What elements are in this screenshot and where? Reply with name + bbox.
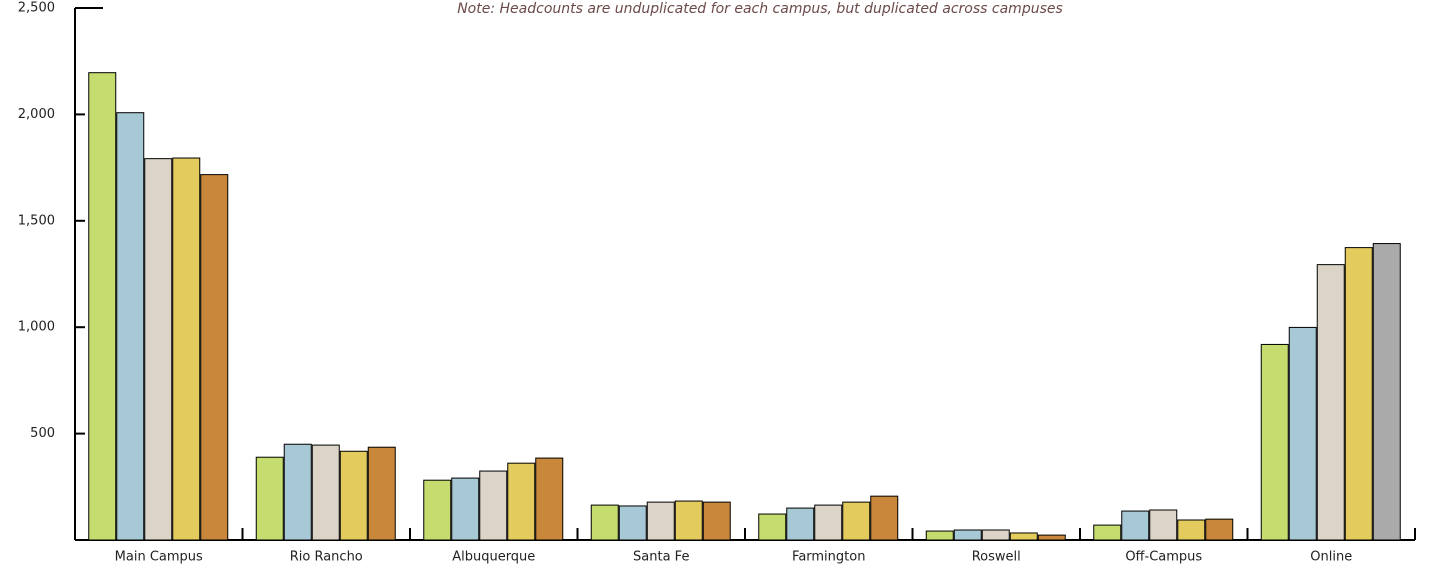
bar — [870, 495, 899, 541]
y-tick-label: 2,500 — [18, 1, 55, 16]
bar — [479, 470, 508, 541]
bar — [1177, 519, 1206, 541]
x-tick-label: Online — [1310, 550, 1352, 565]
x-tick-label: Albuquerque — [452, 550, 535, 565]
annotation: Note: Headcounts are unduplicated for ea… — [457, 1, 1063, 17]
bar — [925, 530, 954, 541]
bar — [590, 504, 619, 541]
bar — [646, 501, 675, 541]
x-tick-label: Main Campus — [115, 550, 203, 565]
x-tick-label: Rio Rancho — [290, 550, 363, 565]
bar — [786, 507, 815, 541]
bar — [758, 513, 787, 541]
bar — [172, 157, 201, 541]
bar — [981, 529, 1010, 541]
bar — [1344, 247, 1373, 541]
bar — [674, 500, 703, 541]
bar — [339, 450, 368, 541]
bar — [88, 72, 117, 541]
bar — [1009, 532, 1038, 541]
bar — [200, 174, 229, 541]
bar — [1093, 524, 1122, 541]
y-tick-label: 1,000 — [18, 320, 55, 335]
x-tick-label: Off-Campus — [1125, 550, 1202, 565]
y-tick-label: 500 — [30, 426, 55, 441]
bar — [507, 462, 536, 541]
bar — [1037, 534, 1066, 541]
bar — [116, 112, 145, 541]
bar — [702, 501, 731, 541]
y-tick-label: 2,000 — [18, 107, 55, 122]
bar — [842, 501, 871, 541]
x-tick-label: Roswell — [972, 550, 1021, 565]
bar — [1260, 343, 1289, 541]
bar — [367, 446, 396, 541]
bar — [535, 457, 564, 541]
bar — [1121, 510, 1150, 541]
bar — [1205, 518, 1234, 541]
bar — [311, 444, 340, 541]
bar — [953, 529, 982, 541]
bar — [618, 505, 647, 541]
bar — [423, 479, 452, 541]
x-tick-label: Santa Fe — [633, 550, 689, 565]
bar — [283, 443, 312, 541]
bar — [1316, 264, 1345, 541]
x-tick-label: Farmington — [792, 550, 865, 565]
bar — [814, 504, 843, 541]
bar — [1288, 326, 1317, 541]
bar — [144, 158, 173, 541]
y-tick-label: 1,500 — [18, 213, 55, 228]
bar — [255, 456, 284, 541]
bar — [451, 477, 480, 541]
bar — [1372, 243, 1401, 541]
bar — [1149, 509, 1178, 541]
